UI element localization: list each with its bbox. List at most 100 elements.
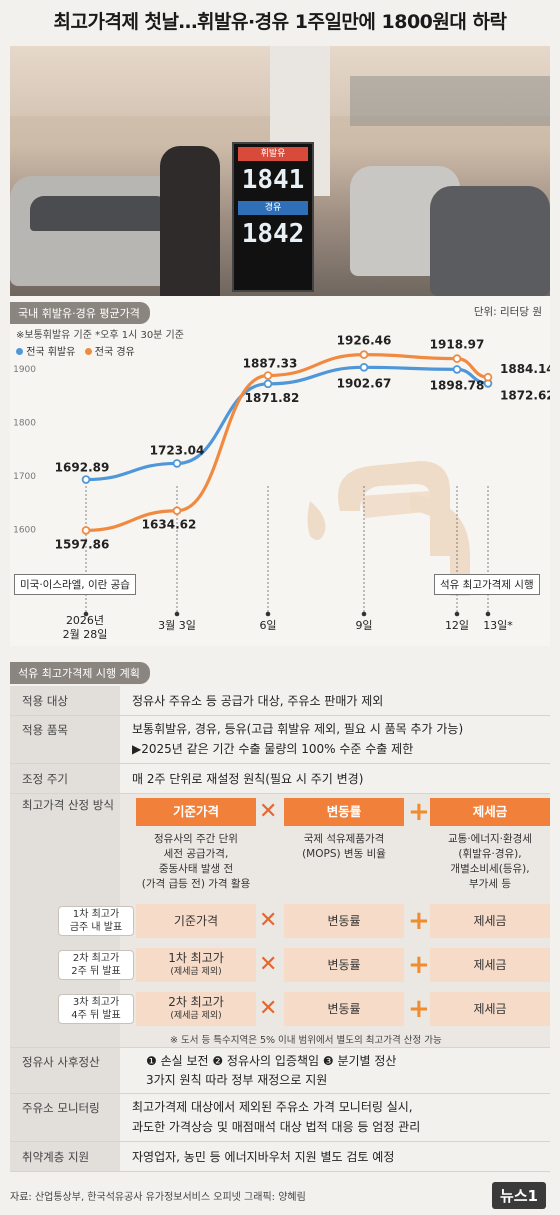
row-text-support: 자영업자, 농민 등 에너지바우처 지원 별도 검토 예정 (132, 1150, 395, 1164)
source-credit: 자료: 산업통상부, 한국석유공사 유가정보서비스 오피넷 그래픽: 양혜림 (10, 1192, 306, 1203)
tax-desc-line: (휘발유·경유), (458, 848, 522, 860)
formula-base-desc: 정유사의 주간 단위 세전 공급가격, 중동사태 발생 전 (가격 급등 전) … (132, 832, 260, 892)
data-label: 1597.86 (55, 537, 110, 551)
data-point (172, 506, 182, 516)
logo-text: 뉴스1 (491, 1182, 546, 1209)
row-settle: 정유사 사후정산 ❶ 손실 보전 ❷ 정유사의 입증책임 ❸ 분기별 정산 3가… (10, 1048, 550, 1094)
step-3: 3차 최고가 4주 뒤 발표 2차 최고가 (제세금 제외) ✕ 변동률 + 제세금 (10, 992, 550, 1026)
x-tick-dot (454, 611, 460, 617)
data-label: 1884.14 (500, 362, 550, 376)
row-label-items: 적용 품목 (10, 716, 120, 763)
data-label: 1918.97 (430, 338, 485, 352)
data-point (359, 350, 369, 359)
row-text-settle-2: 3가지 원칙 따라 정부 재정으로 지원 (146, 1073, 328, 1087)
chart-legend: 전국 휘발유 전국 경유 (16, 343, 135, 358)
multiply-icon: ✕ (259, 908, 278, 933)
x-tick-dot (174, 611, 180, 617)
step-2-first-main: 1차 최고가 (168, 951, 224, 965)
chart-section-tag: 국내 휘발유·경유 평균가격 (10, 302, 150, 324)
plus-icon: + (408, 797, 430, 827)
step-1-label-line1: 1차 최고가 (72, 909, 120, 920)
row-label-support: 취약계층 지원 (10, 1142, 120, 1171)
price-cap-plan: 석유 최고가격제 시행 계획 적용 대상 정유사 주유소 등 공급가 대상, 주… (10, 660, 550, 1180)
gas-station-photo: 휘발유 1841 경유 1842 (10, 46, 550, 296)
row-label-cycle: 조정 주기 (10, 764, 120, 793)
method-footnote: ※ 도서 등 특수지역은 5% 이내 범위에서 별도의 최고가격 산정 가능 (170, 1035, 442, 1046)
row-method: 최고가격 산정 방식 기준가격 ✕ 변동률 + 제세금 정유사의 주간 단위 세… (10, 794, 550, 1048)
x-tick-dot (83, 611, 89, 617)
x-tick-label: 13일* (483, 618, 513, 632)
row-support: 취약계층 지원 자영업자, 농민 등 에너지바우처 지원 별도 검토 예정 (10, 1142, 550, 1172)
step-3-label: 3차 최고가 4주 뒤 발표 (58, 994, 134, 1024)
row-text-settle-1: ❶ 손실 보전 ❷ 정유사의 입증책임 ❸ 분기별 정산 (146, 1054, 397, 1068)
x-tick-label: 12일 (445, 618, 469, 632)
step-1-first: 기준가격 (136, 904, 256, 938)
base-desc-line: 세전 공급가격, (163, 848, 229, 860)
step-2-second: 변동률 (284, 948, 404, 982)
step-3-first-main: 2차 최고가 (168, 995, 224, 1009)
y-tick-label: 1900 (13, 365, 36, 375)
data-label: 1692.89 (55, 461, 110, 475)
step-2-label-line2: 2주 뒤 발표 (71, 966, 121, 977)
x-label-first: 2026년 2월 28일 (60, 614, 110, 642)
multiply-icon: ✕ (259, 996, 278, 1021)
footer: 자료: 산업통상부, 한국석유공사 유가정보서비스 오피넷 그래픽: 양혜림 뉴… (10, 1180, 550, 1215)
data-label: 1723.04 (150, 443, 205, 457)
row-text-cycle: 매 2주 단위로 재설정 원칙(필요 시 주기 변경) (132, 772, 364, 786)
x-axis: 3월 3일 6일 9일 12일 13일* (158, 618, 513, 632)
data-point (452, 365, 462, 374)
chart-note: ※보통휘발유 기준 *오후 1시 30분 기준 (16, 330, 184, 341)
data-label: 1872.62 (500, 388, 550, 402)
row-text-items-1: 보통휘발유, 경유, 등유(고급 휘발유 제외, 필요 시 품목 추가 가능) (132, 722, 464, 736)
data-point (81, 475, 91, 484)
step-3-third: 제세금 (430, 992, 550, 1026)
x-tick-label: 6일 (259, 618, 276, 632)
car-right-2 (430, 186, 550, 296)
data-label: 1926.46 (337, 334, 392, 348)
plus-icon: + (408, 950, 430, 980)
row-monitor: 주유소 모니터링 최고가격제 대상에서 제외된 주유소 가격 모니터링 실시, … (10, 1094, 550, 1142)
multiply-icon: ✕ (259, 952, 278, 977)
x-label-first-year: 2026년 (65, 614, 105, 627)
step-2-label: 2차 최고가 2주 뒤 발표 (58, 950, 134, 980)
plan-section-tag: 석유 최고가격제 시행 계획 (10, 662, 150, 684)
tax-desc-line: 개별소비세(등유), (450, 863, 530, 875)
data-label: 1871.82 (245, 391, 300, 405)
step-2-third: 제세금 (430, 948, 550, 982)
data-point (81, 526, 91, 535)
change-desc-line: (MOPS) 변동 비율 (302, 848, 386, 860)
series-layer (81, 350, 493, 535)
chart-unit: 단위: 리터당 원 (473, 306, 542, 318)
step-3-second: 변동률 (284, 992, 404, 1026)
sign-label-diesel: 경유 (238, 201, 308, 215)
row-text-monitor-2: 과도한 가격상승 및 매점매석 대상 법적 대응 등 엄정 관리 (132, 1120, 421, 1134)
base-desc-line: 정유사의 주간 단위 (154, 833, 238, 845)
plus-icon: + (408, 994, 430, 1024)
row-items: 적용 품목 보통휘발유, 경유, 등유(고급 휘발유 제외, 필요 시 품목 추… (10, 716, 550, 764)
y-tick-label: 1600 (13, 525, 36, 535)
formula-change-box: 변동률 (284, 798, 404, 826)
data-point (359, 363, 369, 372)
step-3-label-line2: 4주 뒤 발표 (71, 1010, 121, 1021)
row-text-items-2: ▶2025년 같은 기간 수출 물량의 100% 수준 수출 제한 (132, 742, 414, 756)
data-point (483, 372, 493, 382)
step-1-label-line2: 금주 내 발표 (69, 922, 123, 933)
data-point (172, 459, 182, 468)
price-chart-section: 국내 휘발유·경유 평균가격 단위: 리터당 원 ※보통휘발유 기준 *오후 1… (10, 296, 550, 646)
data-label: 1887.33 (243, 357, 298, 371)
step-1-third: 제세금 (430, 904, 550, 938)
step-2: 2차 최고가 2주 뒤 발표 1차 최고가 (제세금 제외) ✕ 변동률 + 제세금 (10, 948, 550, 982)
formula-base-box: 기준가격 (136, 798, 256, 826)
data-label: 1634.62 (142, 518, 197, 532)
x-label-first-date: 2월 28일 (62, 628, 108, 641)
legend-label-diesel: 전국 경유 (94, 347, 135, 358)
row-label-settle: 정유사 사후정산 (10, 1048, 120, 1093)
formula-tax-box: 제세금 (430, 798, 550, 826)
pump-nozzle-icon (307, 461, 470, 596)
tax-desc-line: 부가세 등 (469, 878, 511, 890)
row-text-monitor-1: 최고가격제 대상에서 제외된 주유소 가격 모니터링 실시, (132, 1100, 413, 1114)
page-title: 최고가격제 첫날…휘발유·경유 1주일만에 1800원대 하락 (53, 11, 507, 33)
formula-tax-desc: 교통·에너지·환경세 (휘발유·경유), 개별소비세(등유), 부가세 등 (426, 832, 554, 892)
news1-logo: 뉴스1 (491, 1182, 546, 1210)
